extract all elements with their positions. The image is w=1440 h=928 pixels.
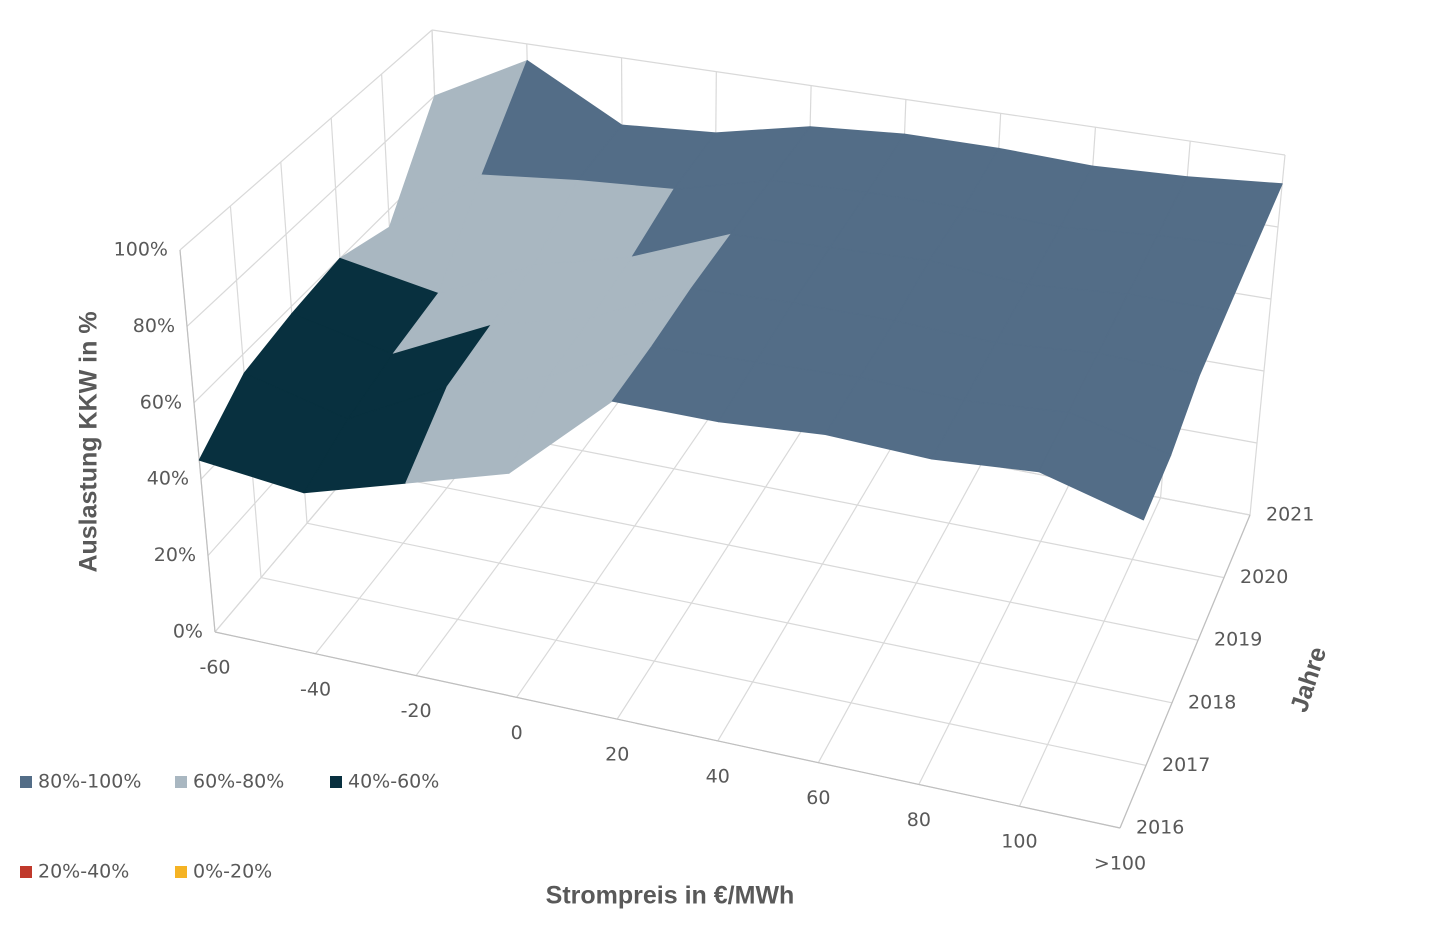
z-tick-label: 60% [140, 391, 182, 413]
grid-line [193, 161, 438, 404]
x-tick-label: -20 [401, 700, 432, 722]
z-tick-label: 20% [154, 544, 196, 566]
grid-line [431, 29, 1286, 156]
z-tick-label: 0% [173, 621, 203, 643]
surface-face [1038, 411, 1172, 521]
axis-line [179, 249, 216, 633]
y-tick-label: 2016 [1136, 817, 1184, 839]
z-tick-label: 40% [147, 468, 189, 490]
x-tick-label: 80 [907, 809, 931, 831]
x-tick-label: 40 [706, 765, 730, 787]
x-tick-label: 60 [806, 787, 830, 809]
axis-line [1119, 514, 1251, 829]
legend-swatch [20, 776, 32, 788]
floor-line [616, 428, 804, 720]
floor-line [415, 394, 625, 676]
legend-label: 40%-60% [348, 771, 439, 793]
floor-line [717, 445, 893, 742]
wall-line [1249, 154, 1286, 516]
floor-line [817, 463, 983, 763]
x-tick-label: 20 [605, 744, 629, 766]
z-tick-label: 80% [133, 315, 175, 337]
floor-line [260, 577, 1147, 766]
legend-swatch [330, 776, 342, 788]
legend-label: 80%-100% [38, 771, 141, 793]
floor-line [918, 480, 1072, 785]
z-tick-label: 100% [114, 239, 168, 261]
y-tick-label: 2021 [1266, 504, 1314, 526]
legend-label: 20%-40% [38, 861, 129, 883]
grid-line [179, 29, 433, 251]
x-tick-label: 0 [511, 722, 523, 744]
floor-line [352, 468, 1199, 641]
legend-swatch [175, 776, 187, 788]
axis-line [214, 631, 1121, 829]
y-tick-label: 2017 [1162, 754, 1210, 776]
floor-line [306, 522, 1173, 704]
x-tick-label: -60 [199, 657, 230, 679]
legend-swatch [175, 866, 187, 878]
y-tick-label: 2019 [1214, 629, 1262, 651]
x-tick-label: >100 [1094, 853, 1146, 875]
y-tick-label: 2020 [1240, 566, 1288, 588]
grid-line [186, 95, 436, 327]
legend-label: 60%-80% [193, 771, 284, 793]
x-tick-label: 100 [1001, 831, 1037, 853]
floor-line [516, 411, 714, 698]
x-axis-title: Strompreis in €/MWh [546, 882, 795, 910]
legend-swatch [20, 866, 32, 878]
y-tick-label: 2018 [1188, 691, 1236, 713]
y-axis-title: Jahre [1285, 643, 1332, 715]
floor-line [1018, 497, 1162, 807]
z-axis-title: Auslastung KKW in % [75, 311, 103, 572]
legend-label: 0%-20% [193, 861, 272, 883]
x-tick-label: -40 [300, 678, 331, 700]
